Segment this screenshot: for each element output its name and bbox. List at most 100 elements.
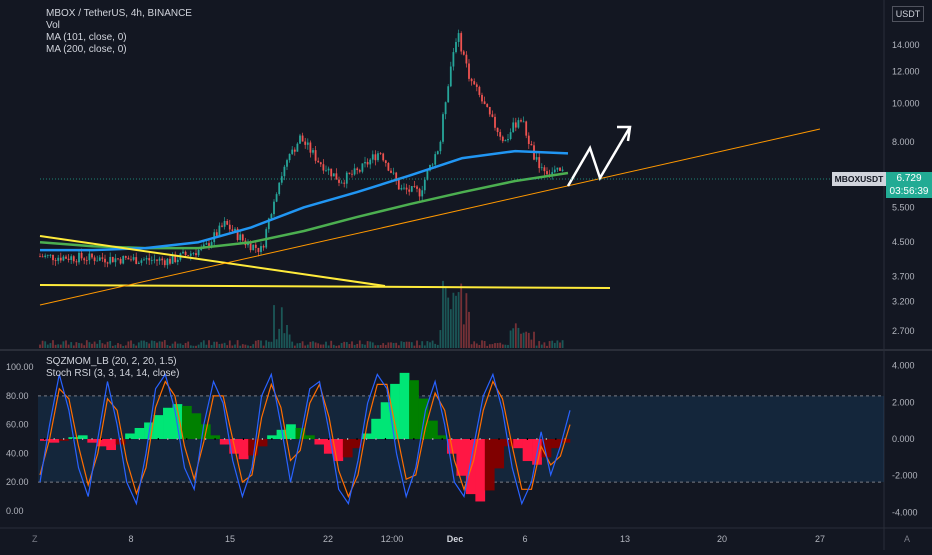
candle-body xyxy=(434,154,437,165)
squeeze-dot xyxy=(432,438,434,440)
sqzmom-legend[interactable]: SQZMOM_LB (20, 2, 20, 1.5) xyxy=(46,356,177,367)
squeeze-bar xyxy=(163,407,173,439)
volume-bar xyxy=(171,343,174,348)
candle-body xyxy=(559,167,561,171)
currency-unit-label[interactable]: USDT xyxy=(892,6,924,22)
candle-body xyxy=(283,166,286,177)
candle-body xyxy=(273,201,275,215)
stochrsi-legend[interactable]: Stoch RSI (3, 3, 14, 14, close) xyxy=(46,368,180,379)
volume-bar xyxy=(54,344,57,348)
squeeze-dot xyxy=(252,438,254,440)
volume-bar xyxy=(413,345,416,348)
squeeze-dot xyxy=(91,438,93,440)
volume-bar xyxy=(288,334,291,348)
candle-body xyxy=(470,78,473,82)
candle-body xyxy=(364,161,366,164)
squeeze-dot xyxy=(261,438,264,440)
candle-body xyxy=(270,214,273,219)
squeeze-bar xyxy=(551,439,561,449)
symbol-title[interactable]: MBOX / TetherUS, 4h, BINANCE xyxy=(46,8,192,19)
squeeze-bar xyxy=(106,439,117,451)
candle-body xyxy=(288,153,291,161)
candle-body xyxy=(444,102,447,115)
volume-bar xyxy=(379,345,382,348)
squeeze-dot xyxy=(403,438,405,440)
candle-body xyxy=(436,151,439,155)
candle-body xyxy=(70,256,73,261)
vol-legend[interactable]: Vol xyxy=(46,20,60,31)
volume-bar xyxy=(192,345,195,348)
volume-bar xyxy=(184,342,187,348)
volume-bar xyxy=(88,342,91,348)
candle-body xyxy=(509,132,512,139)
candle-body xyxy=(387,163,390,171)
volume-bar xyxy=(356,343,359,348)
volume-bar xyxy=(140,340,143,348)
squeeze-dot xyxy=(129,438,131,440)
volume-bar xyxy=(426,341,429,348)
price-tick-label: 5.500 xyxy=(892,202,915,212)
candle-body xyxy=(257,247,260,252)
candle-body xyxy=(192,253,195,254)
squeeze-dot xyxy=(451,438,453,440)
candle-body xyxy=(184,251,187,256)
candle-body xyxy=(166,258,169,266)
volume-bar xyxy=(179,343,182,348)
volume-bar xyxy=(210,345,213,348)
candle-body xyxy=(275,194,278,202)
volume-bar xyxy=(390,342,392,348)
candle-body xyxy=(332,173,335,177)
ma101-legend[interactable]: MA (101, close, 0) xyxy=(46,32,127,43)
candle-body xyxy=(143,259,145,261)
stoch-k-line xyxy=(39,372,571,506)
volume-bar xyxy=(384,344,387,348)
candle-body xyxy=(130,259,132,261)
candle-body xyxy=(267,218,270,230)
ma101-line xyxy=(40,149,569,252)
squeeze-bar xyxy=(409,380,419,439)
squeeze-bar xyxy=(428,420,438,439)
volume-bar xyxy=(540,344,543,348)
volume-bar xyxy=(189,345,192,348)
ma200-legend[interactable]: MA (200, close, 0) xyxy=(46,44,127,55)
volume-bar xyxy=(514,323,517,348)
squeeze-dot xyxy=(337,438,339,440)
candle-body xyxy=(150,259,153,261)
stoch-tick-label: 20.00 xyxy=(6,477,29,487)
candle-body xyxy=(234,228,236,231)
volume-bar xyxy=(75,342,78,348)
candle-body xyxy=(340,182,343,184)
candle-body xyxy=(153,259,156,261)
volume-bar xyxy=(39,344,41,348)
timezone-icon[interactable]: Z xyxy=(32,534,38,544)
candle-body xyxy=(447,86,450,103)
candle-body xyxy=(530,143,533,146)
candle-body xyxy=(327,168,330,171)
candle-body xyxy=(124,256,127,258)
squeeze-dot xyxy=(148,438,150,440)
auto-scale-button[interactable]: A xyxy=(904,534,911,544)
candle-body xyxy=(148,258,151,261)
time-tick-label: 20 xyxy=(717,534,727,544)
candle-body xyxy=(93,257,96,262)
volume-bar xyxy=(296,343,299,348)
volume-bar xyxy=(371,342,374,348)
candle-body xyxy=(325,170,327,172)
squeeze-bar xyxy=(418,398,429,439)
chart-legend: MBOX / TetherUS, 4h, BINANCE Vol MA (101… xyxy=(46,8,192,56)
squeeze-bar xyxy=(276,429,287,439)
squeeze-bar xyxy=(342,439,353,458)
candle-body xyxy=(338,179,340,183)
price-tick-label: 10.000 xyxy=(892,98,920,108)
squeeze-bar xyxy=(49,439,60,443)
volume-bar xyxy=(44,341,47,348)
candle-body xyxy=(312,150,314,153)
volume-bar xyxy=(197,344,200,348)
squeeze-dot xyxy=(498,438,500,440)
squeeze-bar xyxy=(305,435,315,439)
candle-body xyxy=(187,255,190,256)
candle-body xyxy=(39,256,41,258)
candle-body xyxy=(163,260,166,266)
